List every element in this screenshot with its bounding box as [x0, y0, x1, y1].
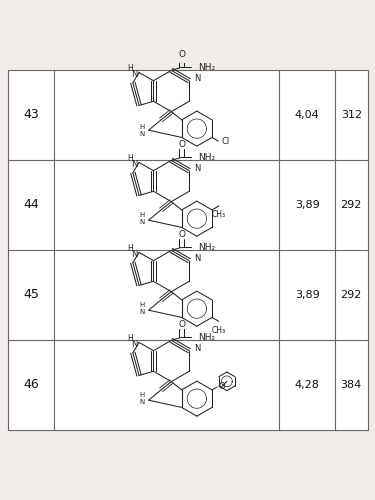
Text: H: H	[128, 244, 134, 253]
Text: 3,89: 3,89	[295, 290, 320, 300]
Text: H
N: H N	[140, 302, 145, 315]
Text: N: N	[194, 164, 201, 173]
Text: NH₂: NH₂	[198, 153, 215, 162]
Text: O: O	[178, 140, 185, 149]
Text: 44: 44	[23, 198, 39, 211]
Text: 292: 292	[340, 200, 362, 210]
Text: N: N	[194, 74, 201, 84]
Text: 292: 292	[340, 290, 362, 300]
Text: N: N	[194, 254, 201, 264]
Text: NH₂: NH₂	[198, 63, 215, 72]
Text: CH₃: CH₃	[212, 326, 226, 335]
Text: 45: 45	[23, 288, 39, 302]
Text: N: N	[194, 344, 201, 354]
Text: Cl: Cl	[221, 136, 230, 145]
Text: NH₂: NH₂	[198, 333, 215, 342]
Text: N: N	[131, 250, 137, 259]
Text: H
N: H N	[140, 392, 145, 405]
Text: CH₃: CH₃	[212, 210, 226, 220]
Text: O: O	[178, 320, 185, 329]
Text: H: H	[128, 334, 134, 343]
Text: 46: 46	[23, 378, 39, 392]
Text: H: H	[128, 64, 134, 73]
Text: N: N	[131, 160, 137, 169]
Text: O: O	[218, 382, 225, 392]
Text: O: O	[178, 50, 185, 59]
Text: 4,28: 4,28	[295, 380, 320, 390]
Text: H
N: H N	[140, 124, 145, 136]
Text: N: N	[131, 70, 137, 79]
Text: H: H	[128, 154, 134, 163]
Text: 384: 384	[340, 380, 362, 390]
Text: 43: 43	[23, 108, 39, 122]
Text: 4,04: 4,04	[295, 110, 320, 120]
Text: N: N	[131, 340, 137, 349]
Text: 3,89: 3,89	[295, 200, 320, 210]
Text: O: O	[178, 230, 185, 239]
Text: 312: 312	[341, 110, 362, 120]
Text: NH₂: NH₂	[198, 243, 215, 252]
Text: H
N: H N	[140, 212, 145, 225]
